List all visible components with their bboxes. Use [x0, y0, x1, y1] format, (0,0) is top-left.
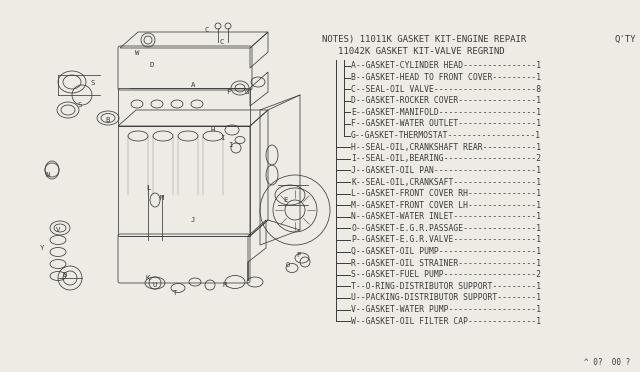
Text: I: I [220, 135, 224, 141]
Text: B--GASKET-HEAD TO FRONT COVER---------1: B--GASKET-HEAD TO FRONT COVER---------1 [351, 73, 541, 82]
Text: V: V [56, 227, 60, 233]
Text: V--GASKET-WATER PUMP------------------1: V--GASKET-WATER PUMP------------------1 [351, 305, 541, 314]
Text: F--GASKET-WATER OUTLET----------------1: F--GASKET-WATER OUTLET----------------1 [351, 119, 541, 128]
Text: U: U [153, 282, 157, 288]
Text: S--GASKET-FUEL PUMP-------------------2: S--GASKET-FUEL PUMP-------------------2 [351, 270, 541, 279]
Text: W: W [135, 50, 139, 56]
Text: H: H [211, 127, 215, 133]
Text: A--GASKET-CYLINDER HEAD---------------1: A--GASKET-CYLINDER HEAD---------------1 [351, 61, 541, 71]
Text: N--GASKET-WATER INLET-----------------1: N--GASKET-WATER INLET-----------------1 [351, 212, 541, 221]
Text: G: G [245, 89, 249, 95]
Text: U--PACKING-DISTRIBUTOR SUPPORT--------1: U--PACKING-DISTRIBUTOR SUPPORT--------1 [351, 294, 541, 302]
Text: N: N [46, 172, 50, 178]
Text: K--SEAL-OIL,CRANKSAFT-----------------1: K--SEAL-OIL,CRANKSAFT-----------------1 [351, 177, 541, 186]
Text: K: K [146, 275, 150, 281]
Text: M--GASKET-FRONT COVER LH--------------1: M--GASKET-FRONT COVER LH--------------1 [351, 201, 541, 210]
Text: C: C [220, 39, 224, 45]
Text: J--GASKET-OIL PAN---------------------1: J--GASKET-OIL PAN---------------------1 [351, 166, 541, 175]
Text: D: D [150, 62, 154, 68]
Text: T: T [173, 290, 177, 296]
Text: B: B [106, 117, 110, 123]
Text: H--SEAL-OIL,CRANKSHAFT REAR-----------1: H--SEAL-OIL,CRANKSHAFT REAR-----------1 [351, 143, 541, 152]
Text: O: O [286, 262, 290, 268]
Text: C: C [205, 27, 209, 33]
Text: P--GASKET-E.G.R.VALVE-----------------1: P--GASKET-E.G.R.VALVE-----------------1 [351, 235, 541, 244]
Text: D--GASKET-ROCKER COVER----------------1: D--GASKET-ROCKER COVER----------------1 [351, 96, 541, 105]
Text: E: E [283, 197, 287, 203]
Text: Q--GASKET-OIL PUMP--------------------1: Q--GASKET-OIL PUMP--------------------1 [351, 247, 541, 256]
Text: D: D [63, 272, 67, 278]
Text: I--SEAL-OIL,BEARING-------------------2: I--SEAL-OIL,BEARING-------------------2 [351, 154, 541, 163]
Text: R: R [223, 282, 227, 288]
Text: J: J [191, 217, 195, 223]
Text: T--O-RING-DISTRIBUTOR SUPPORT---------1: T--O-RING-DISTRIBUTOR SUPPORT---------1 [351, 282, 541, 291]
Text: R--GASKET-OIL STRAINER----------------1: R--GASKET-OIL STRAINER----------------1 [351, 259, 541, 268]
Text: L: L [146, 185, 150, 191]
Text: A: A [191, 82, 195, 88]
Text: O--GASKET-E.G.R.PASSAGE---------------1: O--GASKET-E.G.R.PASSAGE---------------1 [351, 224, 541, 233]
Text: S: S [78, 102, 82, 108]
Text: NOTES) 11011K GASKET KIT-ENGINE REPAIR: NOTES) 11011K GASKET KIT-ENGINE REPAIR [322, 35, 526, 44]
Text: S: S [91, 80, 95, 86]
Text: I: I [228, 142, 232, 148]
Text: W--GASKET-OIL FILTER CAP--------------1: W--GASKET-OIL FILTER CAP--------------1 [351, 317, 541, 326]
Text: ^ 0?  00 ?: ^ 0? 00 ? [584, 358, 630, 367]
Text: 11042K GASKET KIT-VALVE REGRIND: 11042K GASKET KIT-VALVE REGRIND [338, 46, 504, 55]
Text: P: P [296, 252, 300, 258]
Text: Y: Y [40, 245, 44, 251]
Text: F: F [226, 89, 230, 95]
Text: E--GASKET-MANIFOLD--------------------1: E--GASKET-MANIFOLD--------------------1 [351, 108, 541, 117]
Text: M: M [160, 195, 164, 201]
Text: G--GASKET-THERMOSTAT------------------1: G--GASKET-THERMOSTAT------------------1 [351, 131, 541, 140]
Text: Q'TY: Q'TY [614, 35, 636, 44]
Text: L--GASKET-FRONT COVER RH--------------1: L--GASKET-FRONT COVER RH--------------1 [351, 189, 541, 198]
Text: C--SEAL-OIL VALVE---------------------8: C--SEAL-OIL VALVE---------------------8 [351, 85, 541, 94]
